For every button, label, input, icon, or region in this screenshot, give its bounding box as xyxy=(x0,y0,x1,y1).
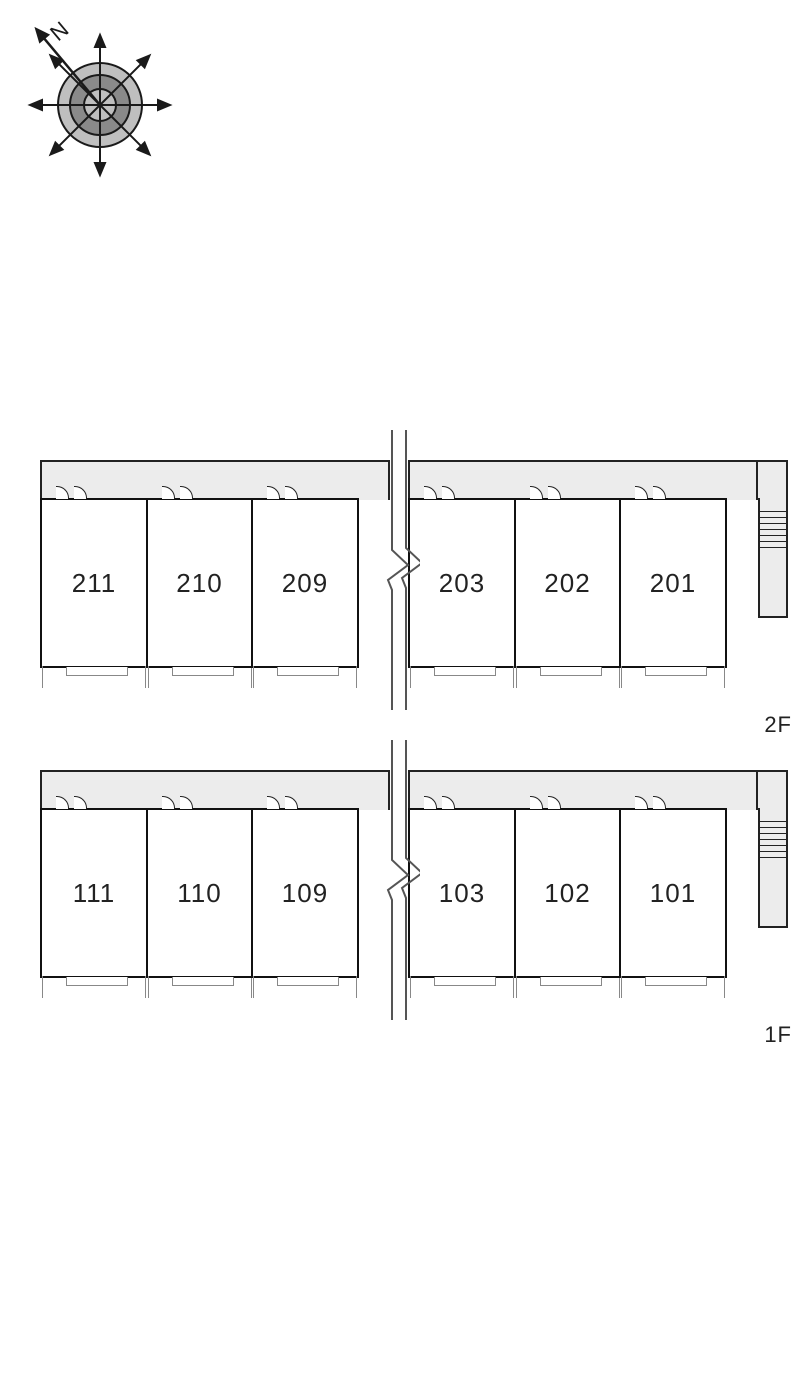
unit-203: 203 xyxy=(408,498,516,668)
unit-number-label: 202 xyxy=(544,568,590,599)
wall-post xyxy=(621,666,622,688)
unit-number-label: 111 xyxy=(73,878,116,909)
unit-111: 111 xyxy=(40,808,148,978)
wall-post xyxy=(619,976,620,998)
wall-post xyxy=(251,666,252,688)
section-break-icon xyxy=(380,430,420,710)
unit-number-label: 209 xyxy=(282,568,328,599)
wall-post xyxy=(513,976,514,998)
corridor xyxy=(408,460,758,500)
wall-post xyxy=(253,666,254,688)
compass-rose: N xyxy=(20,20,180,185)
unit-202: 202 xyxy=(514,498,622,668)
balcony-icon xyxy=(66,667,128,676)
unit-number-label: 102 xyxy=(544,878,590,909)
balcony-icon xyxy=(277,667,339,676)
stair-landing xyxy=(758,460,788,500)
wall-post xyxy=(145,976,146,998)
wall-post xyxy=(145,666,146,688)
unit-number-label: 201 xyxy=(650,568,696,599)
wall-post xyxy=(251,976,252,998)
wall-post xyxy=(42,666,43,688)
stair-treads-icon xyxy=(760,506,786,548)
wall-post xyxy=(621,976,622,998)
unit-103: 103 xyxy=(408,808,516,978)
wall-post xyxy=(516,666,517,688)
wall-post xyxy=(148,666,149,688)
balcony-icon xyxy=(540,977,602,986)
unit-row: 111 110 109 xyxy=(40,808,359,978)
balcony-icon xyxy=(277,977,339,986)
unit-number-label: 211 xyxy=(72,568,116,599)
unit-number-label: 203 xyxy=(439,568,485,599)
unit-211: 211 xyxy=(40,498,148,668)
wall-post xyxy=(619,666,620,688)
floor-label: 2F xyxy=(764,712,792,738)
wall-post xyxy=(724,976,725,998)
unit-101: 101 xyxy=(619,808,727,978)
balcony-icon xyxy=(645,667,707,676)
corridor xyxy=(408,770,758,810)
wall-post xyxy=(516,976,517,998)
section-break-icon xyxy=(380,740,420,1020)
wall-post xyxy=(513,666,514,688)
stair-treads-icon xyxy=(760,816,786,858)
unit-number-label: 210 xyxy=(176,568,222,599)
unit-number-label: 103 xyxy=(439,878,485,909)
wall-post xyxy=(356,666,357,688)
floor-plans: 211 210 209 203 202 201 2F 111 110 109 103 102 101 1F xyxy=(0,460,800,1080)
unit-number-label: 110 xyxy=(177,878,221,909)
unit-109: 109 xyxy=(251,808,359,978)
unit-row: 211 210 209 xyxy=(40,498,359,668)
wall-post xyxy=(724,666,725,688)
balcony-icon xyxy=(66,977,128,986)
balcony-icon xyxy=(172,667,234,676)
unit-number-label: 101 xyxy=(650,878,696,909)
unit-102: 102 xyxy=(514,808,622,978)
unit-201: 201 xyxy=(619,498,727,668)
wall-post xyxy=(42,976,43,998)
unit-210: 210 xyxy=(146,498,254,668)
corridor xyxy=(40,460,390,500)
wall-post xyxy=(356,976,357,998)
balcony-icon xyxy=(434,977,496,986)
balcony-icon xyxy=(434,667,496,676)
unit-209: 209 xyxy=(251,498,359,668)
corridor xyxy=(40,770,390,810)
unit-number-label: 109 xyxy=(282,878,328,909)
floor-f1: 1111101091031021011F xyxy=(0,770,800,1020)
wall-post xyxy=(148,976,149,998)
wall-post xyxy=(253,976,254,998)
unit-row: 103 102 101 xyxy=(408,808,727,978)
balcony-icon xyxy=(645,977,707,986)
stair-landing xyxy=(758,770,788,810)
floor-f2: 2112102092032022012F xyxy=(0,460,800,710)
balcony-icon xyxy=(540,667,602,676)
unit-110: 110 xyxy=(146,808,254,978)
unit-row: 203 202 201 xyxy=(408,498,727,668)
floor-label: 1F xyxy=(764,1022,792,1048)
balcony-icon xyxy=(172,977,234,986)
compass-north-label: N xyxy=(45,20,73,46)
